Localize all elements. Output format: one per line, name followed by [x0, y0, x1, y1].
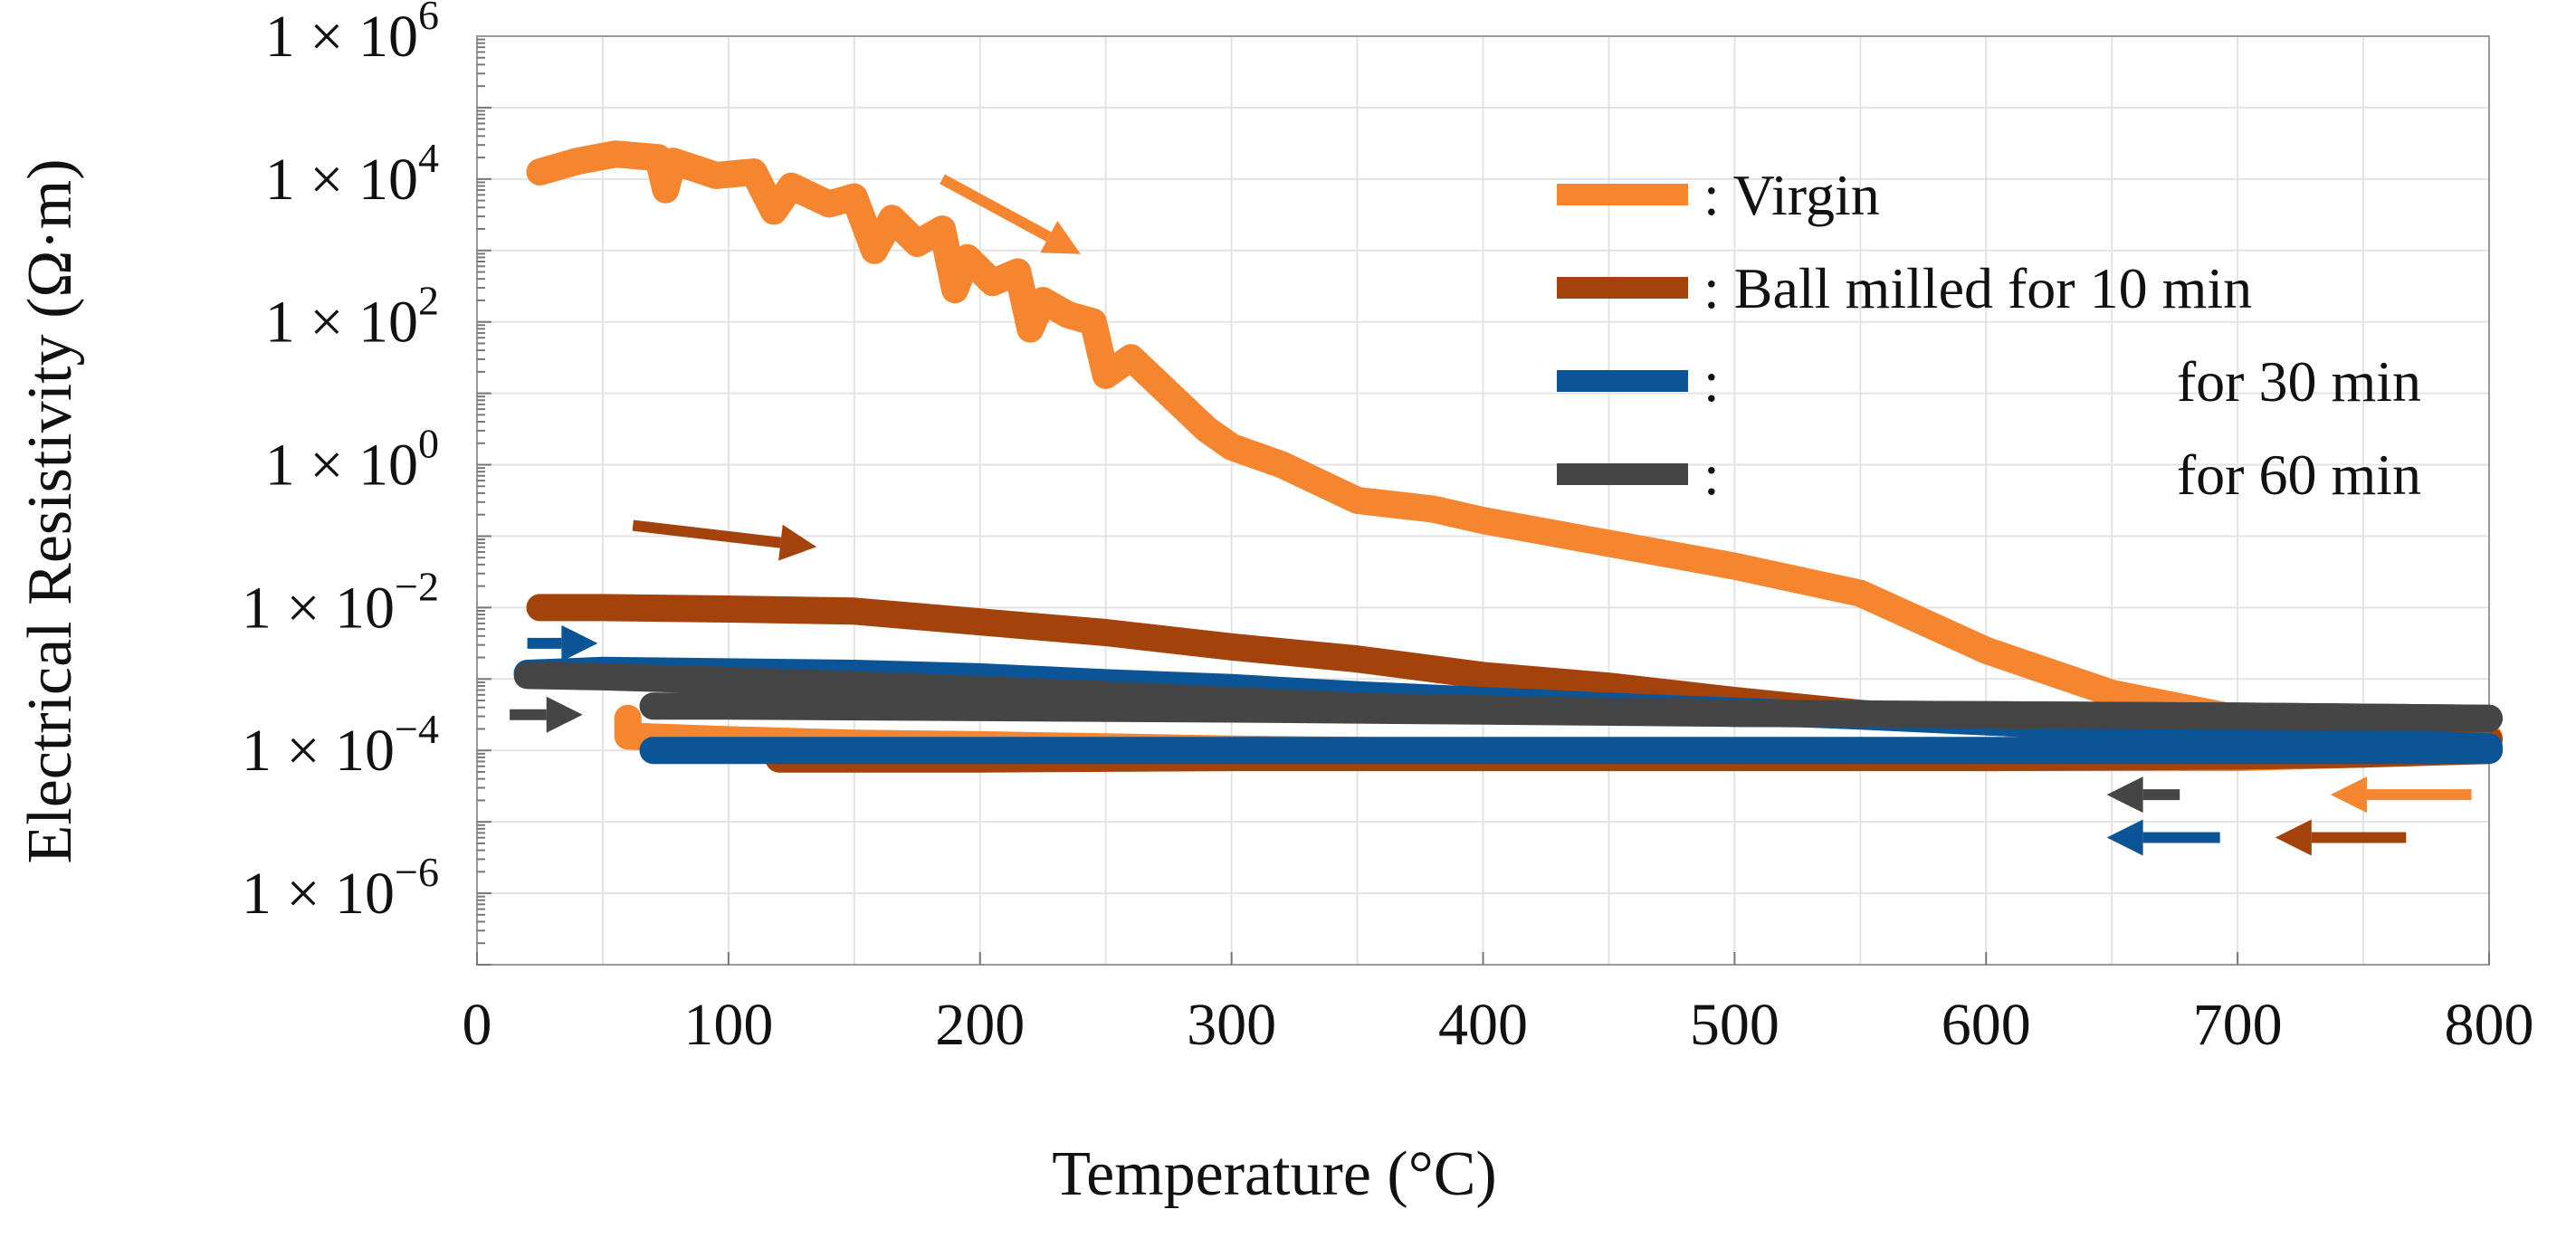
direction-arrow: [527, 624, 598, 662]
arrow-head: [1040, 221, 1081, 254]
legend-swatch: [1557, 184, 1688, 205]
y-tick-base: 1 × 10: [265, 290, 418, 356]
direction-arrow: [2275, 819, 2407, 856]
y-tick-label: 1 × 104: [265, 135, 439, 213]
arrow-head: [2106, 819, 2143, 856]
y-tick-label: 1 × 10−2: [242, 563, 439, 641]
series-layer: [513, 140, 2503, 773]
direction-arrow: [2106, 819, 2220, 856]
y-tick-label: 1 × 102: [265, 278, 439, 356]
legend-label-suffix: for 30 min: [2177, 349, 2421, 414]
arrow-head: [2275, 819, 2312, 856]
legend-swatch: [1557, 277, 1688, 299]
x-tick-label: 600: [1942, 992, 2031, 1058]
legend-label: :: [1703, 443, 1720, 507]
direction-arrow: [510, 696, 583, 733]
arrow-shaft: [632, 519, 782, 548]
y-tick-label: 1 × 106: [265, 0, 439, 70]
direction-arrows: [510, 174, 2472, 856]
y-tick-base: 1 × 10: [242, 861, 395, 927]
y-tick-label: 1 × 100: [265, 421, 439, 499]
y-axis-title: Electrical Resistivity (Ω·m): [15, 158, 85, 863]
y-tick-exponent: −2: [395, 563, 439, 609]
x-tick-label: 0: [463, 992, 492, 1058]
y-tick-base: 1 × 10: [265, 4, 418, 70]
x-tick-label: 100: [683, 992, 773, 1058]
arrow-head: [546, 696, 583, 733]
series-line-for-60-min-heating: [513, 662, 2503, 732]
x-tick-label: 200: [935, 992, 1025, 1058]
x-tick-label: 500: [1690, 992, 1779, 1058]
direction-arrow: [2106, 776, 2180, 814]
x-tick-label: 700: [2193, 992, 2283, 1058]
y-tick-base: 1 × 10: [265, 433, 418, 499]
arrow-head: [2106, 776, 2143, 814]
y-tick-label: 1 × 10−4: [242, 706, 439, 784]
legend-swatch: [1557, 370, 1688, 392]
y-tick-label: 1 × 10−6: [242, 849, 439, 927]
y-tick-exponent: 6: [418, 0, 439, 38]
y-tick-exponent: −4: [395, 706, 439, 752]
arrow-head: [2330, 776, 2367, 814]
x-axis-title: Temperature (°C): [1052, 1139, 1496, 1209]
direction-arrow: [2330, 776, 2472, 814]
arrow-head: [561, 624, 598, 662]
legend-label: :: [1703, 349, 1720, 414]
legend-label: : Virgin: [1703, 163, 1880, 227]
arrow-shaft: [940, 174, 1052, 242]
x-tick-label: 400: [1438, 992, 1528, 1058]
y-tick-exponent: 4: [418, 135, 439, 181]
y-tick-exponent: −6: [395, 849, 439, 895]
y-tick-exponent: 2: [418, 278, 439, 324]
arrow-head: [778, 524, 817, 561]
y-tick-exponent: 0: [418, 421, 439, 467]
legend: : Virgin : Ball milled for 10 min: for 30 …: [1557, 163, 2421, 507]
legend-label: : Ball milled for 10 min: [1703, 256, 2252, 320]
direction-arrow: [632, 519, 817, 561]
legend-swatch: [1557, 463, 1688, 485]
y-tick-base: 1 × 10: [265, 147, 418, 213]
direction-arrow: [940, 174, 1081, 254]
y-tick-base: 1 × 10: [242, 575, 395, 641]
series-line-virgin-heating: [526, 140, 2503, 751]
x-tick-label: 300: [1187, 992, 1276, 1058]
x-tick-label: 800: [2445, 992, 2534, 1058]
y-tick-base: 1 × 10: [242, 718, 395, 784]
legend-label-suffix: for 60 min: [2177, 443, 2421, 507]
